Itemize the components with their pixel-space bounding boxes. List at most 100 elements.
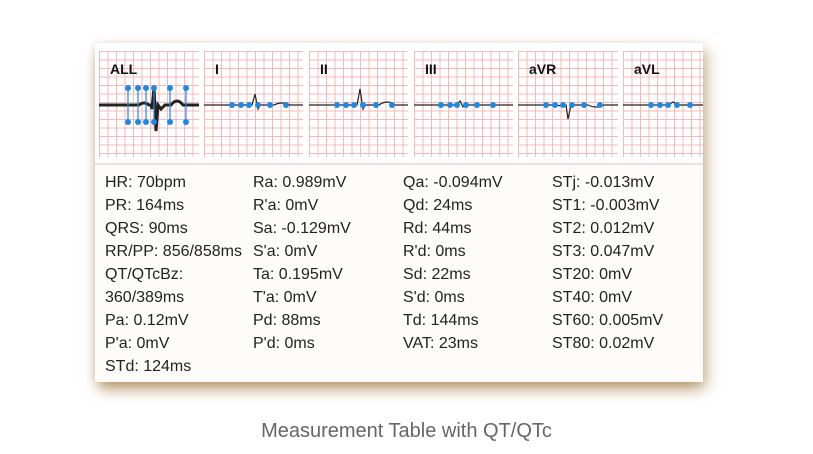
measurement-s-prime-d: S'd: 0ms [403, 289, 465, 306]
measurement-rr-pp: RR/PP: 856/858ms [105, 243, 242, 260]
measurement-qa: Qa: -0.094mV [403, 174, 503, 191]
lead-panel-avr[interactable]: aVR [518, 51, 618, 157]
marker-dot [454, 102, 460, 108]
measurement-column: HR: 70bpm PR: 164ms QRS: 90ms RR/PP: 856… [105, 171, 253, 378]
measurement-st1: ST1: -0.003mV [552, 197, 660, 214]
marker-dot [283, 102, 289, 108]
marker-dot [135, 85, 141, 91]
marker-dot [360, 102, 366, 108]
lead-label: aVL [634, 61, 660, 77]
marker-dot [597, 102, 603, 108]
measurement-st60: ST60: 0.005mV [552, 312, 664, 329]
measurement-td: Td: 144ms [403, 312, 479, 329]
marker-dot [665, 102, 671, 108]
marker-dot [167, 85, 173, 91]
marker-dot [543, 102, 549, 108]
measurement-s-prime-a: S'a: 0mV [253, 243, 318, 260]
measurement-card: ALL I II III aVR aVL HR: 70bpm PR: 164ms… [95, 43, 703, 382]
measurement-stj: STj: -0.013mV [552, 174, 655, 191]
marker-dot [552, 102, 558, 108]
marker-dot [334, 102, 340, 108]
lead-label: ALL [110, 61, 138, 77]
lead-waveform-all [99, 85, 199, 132]
ecg-trace [99, 86, 199, 132]
measurement-column: Qa: -0.094mV Qd: 24ms Rd: 44ms R'd: 0ms … [403, 171, 551, 355]
marker-dot [657, 102, 663, 108]
marker-dot [438, 102, 444, 108]
marker-dot [135, 119, 141, 125]
marker-dot [373, 102, 379, 108]
lead-label: aVR [529, 61, 557, 77]
measurement-sa: Sa: -0.129mV [253, 220, 351, 237]
lead-waveform-iii [414, 99, 513, 108]
measurement-std: STd: 124ms [105, 358, 192, 375]
marker-dot [343, 102, 349, 108]
lead-strip: ALL I II III aVR aVL [95, 43, 703, 165]
measurement-ra: Ra: 0.989mV [253, 174, 347, 191]
measurement-r-prime-d: R'd: 0ms [403, 243, 466, 260]
marker-dot [143, 119, 149, 125]
measurement-st3: ST3: 0.047mV [552, 243, 655, 260]
marker-dot [389, 102, 395, 108]
lead-panel-all[interactable]: ALL [99, 51, 199, 157]
lead-waveform-ii [309, 88, 408, 111]
marker-dot [125, 85, 131, 91]
measurement-pa: Pa: 0.12mV [105, 312, 189, 329]
measurement-pr: PR: 164ms [105, 197, 185, 214]
lead-waveform-avr [518, 102, 618, 120]
marker-dot [569, 102, 575, 108]
measurement-st2: ST2: 0.012mV [552, 220, 655, 237]
ecg-trace [518, 104, 618, 120]
measurement-qrs: QRS: 90ms [105, 220, 188, 237]
marker-dot [151, 119, 157, 125]
marker-dot [167, 119, 173, 125]
measurement-pd: Pd: 88ms [253, 312, 321, 329]
lead-panel-avl[interactable]: aVL [623, 51, 703, 157]
lead-waveform-avl [623, 101, 703, 108]
marker-dot [463, 102, 469, 108]
measurement-column: Ra: 0.989mV R'a: 0mV Sa: -0.129mV S'a: 0… [253, 171, 401, 355]
caption: Measurement Table with QT/QTc [261, 420, 552, 442]
lead-panel-i[interactable]: I [204, 51, 303, 157]
lead-waveform-i [204, 93, 303, 111]
marker-dot [351, 102, 357, 108]
lead-panel-iii[interactable]: III [414, 51, 513, 157]
marker-dot [267, 102, 273, 108]
measurement-st20: ST20: 0mV [552, 266, 633, 283]
lead-panel-ii[interactable]: II [309, 51, 408, 157]
measurement-column: STj: -0.013mV ST1: -0.003mV ST2: 0.012mV… [552, 171, 700, 355]
marker-dot [687, 102, 693, 108]
measurement-r-prime-a: R'a: 0mV [253, 197, 319, 214]
lead-label: II [320, 61, 328, 77]
marker-dot [560, 102, 566, 108]
measurement-st40: ST40: 0mV [552, 289, 633, 306]
marker-dot [183, 85, 189, 91]
lead-label: I [215, 61, 219, 77]
marker-dot [143, 85, 149, 91]
lead-label: III [425, 61, 437, 77]
measurement-sd: Sd: 22ms [403, 266, 471, 283]
marker-dot [648, 102, 654, 108]
marker-dot [229, 102, 235, 108]
marker-dot [255, 102, 261, 108]
marker-dot [490, 102, 496, 108]
measurement-t-prime-a: T'a: 0mV [253, 289, 317, 306]
measurement-rd: Rd: 44ms [403, 220, 472, 237]
measurement-p-prime-a: P'a: 0mV [105, 335, 170, 352]
marker-dot [674, 102, 680, 108]
marker-dot [151, 85, 157, 91]
marker-dot [474, 102, 480, 108]
measurement-qd: Qd: 24ms [403, 197, 473, 214]
marker-dot [581, 102, 587, 108]
marker-dot [246, 102, 252, 108]
measurement-vat: VAT: 23ms [403, 335, 478, 352]
marker-dot [183, 119, 189, 125]
marker-dot [125, 119, 131, 125]
marker-dot [238, 102, 244, 108]
measurement-ta: Ta: 0.195mV [253, 266, 343, 283]
marker-dot [447, 102, 453, 108]
measurement-hr: HR: 70bpm [105, 174, 186, 191]
measurement-qt-qtc: QT/QTcBz: 360/389ms [105, 266, 185, 306]
measurement-p-prime-d: P'd: 0ms [253, 335, 315, 352]
measurement-st80: ST80: 0.02mV [552, 335, 655, 352]
